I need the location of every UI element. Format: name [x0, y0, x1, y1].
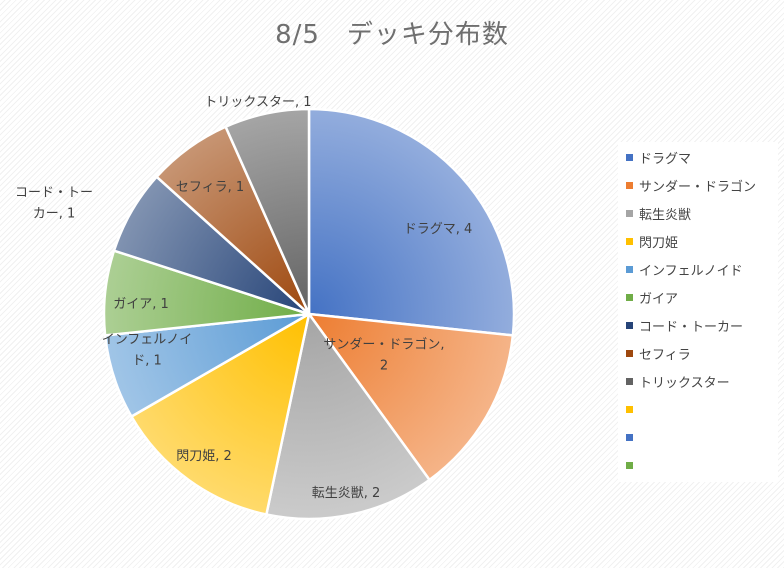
legend-item: ガイア — [618, 286, 778, 308]
pie-slice-3 — [265, 312, 431, 521]
legend-swatch — [626, 349, 633, 357]
legend-item — [618, 454, 778, 476]
legend-swatch — [626, 181, 633, 189]
legend-item: ドラグマ — [618, 146, 778, 168]
legend-swatch — [626, 293, 633, 301]
legend-swatch — [626, 405, 633, 413]
data-label-9: トリックスター, 1 — [204, 95, 311, 110]
legend-label: コード・トーカー — [639, 319, 744, 335]
pie-slice-1 — [307, 107, 516, 337]
legend-swatch — [626, 433, 633, 441]
legend-label: ガイア — [639, 291, 679, 307]
data-label-1: ドラグマ, 4 — [404, 222, 473, 237]
legend-item: トリックスター — [618, 370, 778, 392]
legend-label: サンダー・ドラゴン — [639, 179, 757, 195]
legend-item: インフェルノイド — [618, 258, 778, 280]
legend-swatch — [626, 265, 633, 273]
legend-swatch — [626, 237, 633, 245]
chart-title: 8/5 デッキ分布数 — [275, 20, 509, 50]
legend-swatch — [626, 377, 633, 385]
legend-swatch — [626, 461, 633, 469]
legend-swatch — [626, 321, 633, 329]
pie-slice-2 — [307, 312, 515, 482]
legend-swatch — [626, 209, 633, 217]
legend-label: 閃刀姫 — [639, 235, 679, 251]
legend-label: インフェルノイド — [639, 263, 743, 279]
legend-label: セフィラ — [639, 347, 691, 363]
data-label-2: サンダー・ドラゴン, 2 — [323, 337, 444, 374]
legend-label: 転生炎獣 — [639, 207, 692, 223]
legend-item: 閃刀姫 — [618, 230, 778, 252]
legend-item: サンダー・ドラゴン — [618, 174, 778, 196]
data-label-6: ガイア, 1 — [113, 297, 169, 312]
data-label-8: セフィラ, 1 — [176, 180, 244, 195]
legend-item: セフィラ — [618, 342, 778, 364]
data-label-5: インフェルノイド, 1 — [102, 333, 193, 369]
legend-label: トリックスター — [639, 375, 730, 391]
data-label-7: コード・トーカー, 1 — [15, 186, 93, 222]
legend-item: 転生炎獣 — [618, 202, 778, 224]
pie-slice-4 — [130, 312, 311, 516]
legend-item: コード・トーカー — [618, 314, 778, 336]
data-label-4: 閃刀姫, 2 — [176, 449, 232, 464]
pie-slice-9 — [224, 107, 311, 316]
chart-legend: ドラグマサンダー・ドラゴン 転生炎獣閃刀姫インフェルノイド ガイアコード・トーカーセ… — [618, 142, 778, 482]
legend-swatch — [626, 153, 633, 161]
legend-item — [618, 426, 778, 448]
data-label-3: 転生炎獣, 2 — [312, 486, 381, 501]
legend-item — [618, 398, 778, 420]
legend-label: ドラグマ — [639, 151, 692, 167]
